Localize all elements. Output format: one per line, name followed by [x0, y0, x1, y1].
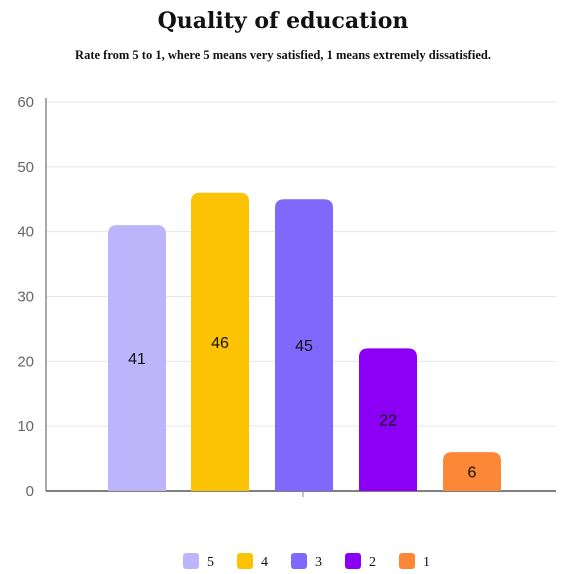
legend-swatch	[345, 553, 361, 569]
bar-value-label: 6	[468, 465, 477, 482]
legend-label: 1	[423, 555, 430, 570]
bars	[108, 192, 501, 491]
bar	[275, 199, 333, 491]
legend-swatch	[291, 553, 307, 569]
bar	[191, 192, 249, 491]
bar	[108, 225, 166, 491]
legend-label: 4	[261, 555, 268, 570]
bar-value-label: 45	[295, 338, 313, 355]
y-tick-label: 50	[17, 159, 34, 176]
y-tick-label: 0	[26, 483, 34, 500]
y-tick-label: 40	[17, 224, 34, 241]
value-labels: 41 46 45 22 6	[128, 335, 476, 482]
legend-label: 2	[369, 555, 376, 570]
bar-value-label: 41	[128, 351, 146, 368]
y-tick-label: 20	[17, 353, 34, 370]
bar	[443, 452, 501, 491]
legend: 5 4 3 2 1	[183, 553, 430, 570]
bar	[359, 348, 417, 491]
legend-swatch	[399, 553, 415, 569]
bar-value-label: 22	[379, 413, 397, 430]
chart-subtitle: Rate from 5 to 1, where 5 means very sat…	[75, 48, 491, 62]
chart-title: Quality of education	[157, 8, 409, 34]
y-tick-label: 10	[17, 418, 34, 435]
legend-swatch	[237, 553, 253, 569]
y-tick-label: 60	[17, 94, 34, 111]
legend-label: 3	[315, 555, 322, 570]
bar-value-label: 46	[211, 335, 229, 352]
y-tick-label: 30	[17, 289, 34, 306]
legend-label: 5	[207, 555, 214, 570]
legend-swatch	[183, 553, 199, 569]
